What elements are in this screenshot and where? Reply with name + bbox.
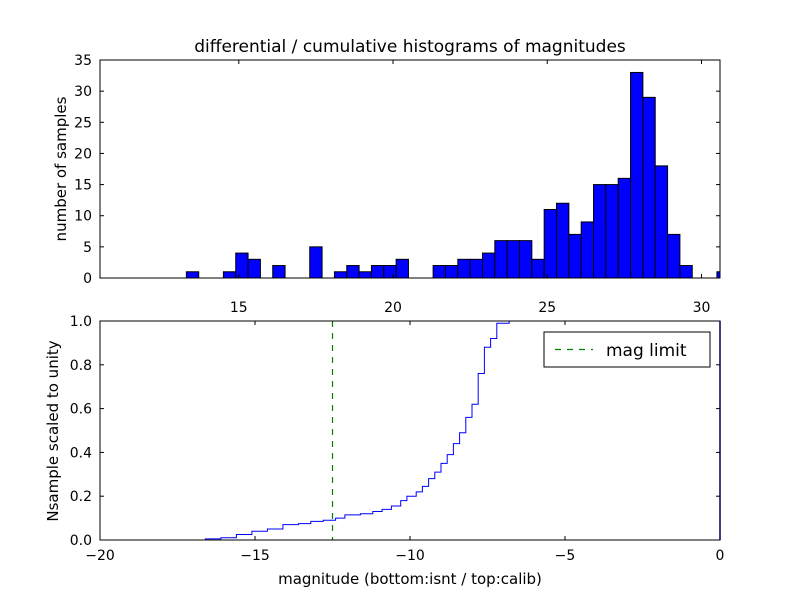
cumulative-step-line <box>100 320 720 541</box>
top-histogram-panel: differential / cumulative histograms of … <box>52 37 721 316</box>
bottom-y-tick-label: 1.0 <box>70 314 92 330</box>
top-y-tick-label: 10 <box>74 209 92 225</box>
histogram-bar <box>222 271 237 279</box>
histogram-bar <box>247 258 261 279</box>
histogram-bar <box>395 258 409 279</box>
histogram-bar <box>494 240 508 279</box>
top-y-tick-label: 20 <box>74 146 92 162</box>
bottom-x-tick-label: −10 <box>395 548 425 564</box>
histogram-bar <box>654 165 669 279</box>
bottom-y-ticks: 0.0 0.2 0.4 0.6 0.8 1.0 <box>70 314 720 549</box>
histogram-bar <box>444 265 459 279</box>
top-x-tick-label: 30 <box>693 300 711 316</box>
top-x-tick-label: 25 <box>538 300 556 316</box>
histogram-bar <box>531 258 545 279</box>
bottom-x-tick-label: −20 <box>85 548 115 564</box>
histogram-bar <box>617 177 632 279</box>
bottom-x-tick-label: −15 <box>240 548 270 564</box>
top-y-axis-label: number of samples <box>52 96 70 241</box>
histogram-bar <box>506 240 521 279</box>
histogram-bar <box>642 96 656 279</box>
top-y-ticks: 0 5 10 15 20 25 30 35 <box>74 53 720 287</box>
histogram-bar <box>185 271 200 279</box>
top-x-tick-label: 15 <box>230 300 248 316</box>
top-y-tick-label: 35 <box>74 53 92 69</box>
histogram-bar <box>667 233 681 279</box>
histogram-bar <box>481 252 496 279</box>
bottom-y-tick-label: 0.6 <box>70 402 92 418</box>
histogram-bar <box>679 265 693 279</box>
histogram-bar <box>383 265 397 279</box>
histogram-bar <box>556 202 570 279</box>
bottom-y-tick-label: 0.0 <box>70 533 92 549</box>
bottom-x-tick-label: −5 <box>555 548 576 564</box>
histogram-bar <box>235 252 249 279</box>
histogram-bar <box>333 271 348 279</box>
histogram-bar <box>593 184 607 279</box>
histogram-bar <box>272 265 286 279</box>
histogram-bar <box>469 258 483 279</box>
histogram-bar <box>630 71 644 279</box>
legend-label-mag-limit: mag limit <box>606 341 687 361</box>
histogram-bar <box>370 265 385 279</box>
bottom-x-axis-label: magnitude (bottom:isnt / top:calib) <box>278 570 542 588</box>
histogram-bar <box>346 265 360 279</box>
top-x-ticks: 15 20 25 30 <box>230 60 711 316</box>
histogram-bar <box>543 208 558 279</box>
histogram-bar <box>580 221 595 279</box>
bottom-y-tick-label: 0.4 <box>70 445 92 461</box>
top-y-tick-label: 25 <box>74 115 92 131</box>
histogram-bar <box>457 258 471 279</box>
bottom-x-ticks: −20 −15 −10 −5 0 <box>85 321 724 564</box>
top-y-tick-label: 5 <box>83 240 92 256</box>
top-y-tick-label: 0 <box>83 271 92 287</box>
bottom-y-tick-label: 0.2 <box>70 489 92 505</box>
top-plot-frame <box>99 59 721 279</box>
histogram-bar <box>605 184 619 279</box>
top-y-tick-label: 30 <box>74 84 92 100</box>
histogram-bar <box>519 240 533 279</box>
histogram-bar <box>309 246 323 279</box>
top-y-tick-label: 15 <box>74 178 92 194</box>
bottom-cumulative-panel: Nsample scaled to unity magnitude (botto… <box>44 314 724 588</box>
histogram-bar <box>568 233 582 279</box>
top-bars-group <box>185 71 721 279</box>
top-x-tick-label: 20 <box>384 300 402 316</box>
bottom-y-tick-label: 0.8 <box>70 358 92 374</box>
histogram-bar <box>358 271 372 279</box>
chart-title: differential / cumulative histograms of … <box>194 37 626 57</box>
bottom-x-tick-label: 0 <box>716 548 725 564</box>
bottom-y-axis-label: Nsample scaled to unity <box>44 340 62 521</box>
legend: mag limit <box>543 331 711 368</box>
histogram-bar <box>432 265 446 279</box>
